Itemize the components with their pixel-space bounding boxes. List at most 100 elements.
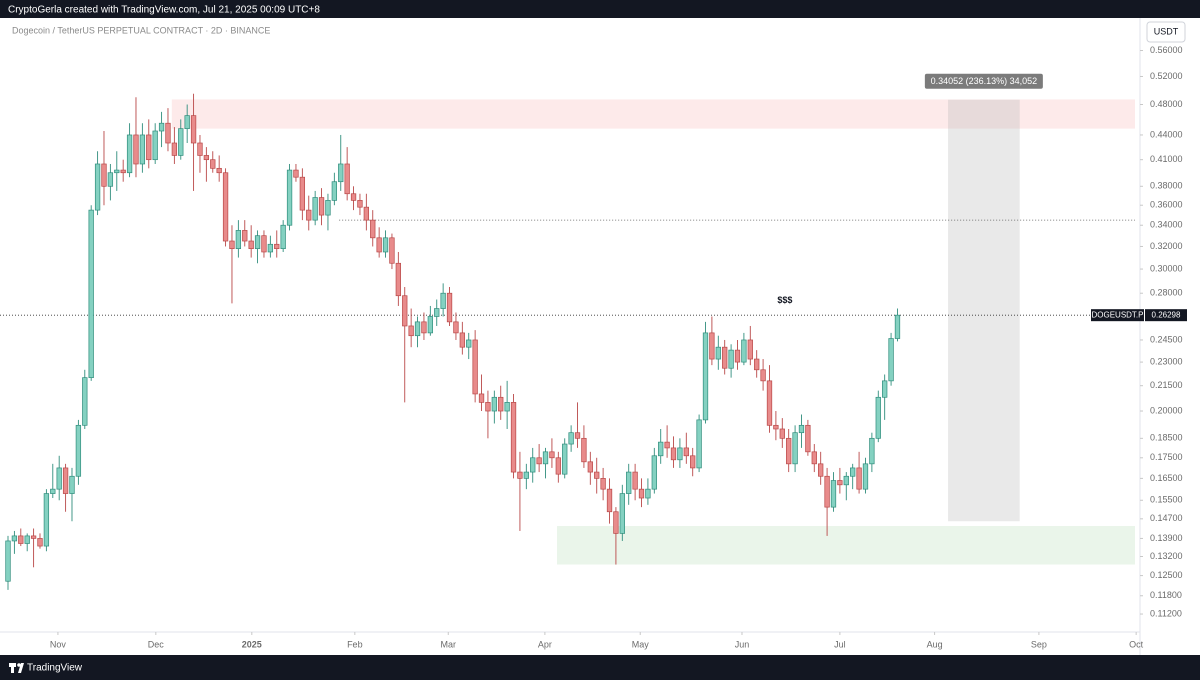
candle-body — [11, 535, 18, 542]
annotation: $$$ — [777, 295, 792, 305]
candle-body — [43, 493, 50, 547]
demand-zone — [557, 526, 1135, 565]
y-tick-label: 0.24500 — [1150, 334, 1183, 344]
x-tick-label: May — [632, 639, 650, 649]
candle-body — [811, 451, 817, 465]
candle-body — [594, 471, 600, 479]
candle-body — [894, 314, 901, 339]
last-price-box — [1145, 309, 1187, 322]
plot: 0.34052 (236.13%) 34,052 $$$ — [0, 73, 1140, 590]
candle-body — [5, 540, 11, 582]
candle-body — [862, 463, 869, 490]
candle-body — [120, 169, 126, 174]
y-tick-label: 0.44000 — [1150, 129, 1183, 139]
candle-body — [792, 432, 798, 465]
candle-body — [82, 377, 88, 426]
candle-body — [357, 200, 363, 208]
footer-brand: TradingView — [27, 663, 83, 674]
bottom-bar — [0, 655, 1200, 680]
candle-body — [818, 463, 824, 477]
y-tick-label: 0.34000 — [1150, 220, 1183, 230]
top-bar — [0, 0, 1200, 18]
y-tick-label: 0.48000 — [1150, 99, 1183, 109]
x-tick-label: Feb — [347, 639, 363, 649]
x-tick-label: Apr — [538, 639, 552, 649]
x-tick-label: Aug — [927, 639, 943, 649]
candle-body — [606, 488, 613, 513]
candle-body — [510, 402, 517, 473]
candle-body — [632, 471, 638, 490]
measure-label-box — [924, 73, 1043, 89]
candle-body — [50, 488, 56, 494]
candle-body — [587, 461, 593, 473]
candle-body — [869, 437, 875, 465]
candle-body — [158, 122, 165, 132]
currency: USDT — [1154, 26, 1179, 36]
measure-box — [948, 99, 1020, 522]
candle-body — [306, 209, 312, 221]
y-tick-label: 0.56000 — [1150, 45, 1183, 55]
candle-body — [408, 325, 414, 337]
candle-body — [69, 475, 75, 494]
candle-body — [882, 380, 888, 398]
candle-body — [651, 455, 657, 490]
candle-body — [728, 349, 734, 369]
candle-body — [427, 316, 433, 334]
x-tick-label: Jun — [735, 639, 750, 649]
candle-body — [875, 396, 881, 439]
candle-body — [760, 369, 766, 382]
candle-body — [741, 339, 747, 363]
candle-body — [56, 467, 62, 490]
candle-body — [261, 235, 267, 253]
candle-body — [171, 142, 178, 156]
candle-body — [485, 402, 491, 412]
currency-box[interactable] — [1146, 21, 1186, 43]
candle-body — [798, 424, 805, 434]
credit: CryptoGerla created with TradingView.com… — [8, 5, 320, 16]
candle-body — [75, 424, 82, 477]
candle-body — [638, 488, 645, 499]
candle-body — [472, 339, 478, 395]
candle-body — [626, 471, 632, 494]
y-tick-label: 0.15500 — [1150, 495, 1183, 505]
y-tick-label: 0.30000 — [1150, 263, 1183, 273]
candle-body — [747, 339, 753, 360]
candle-body — [453, 321, 459, 334]
candle-body — [702, 332, 709, 421]
candle-body — [274, 243, 280, 250]
candle-body — [350, 193, 357, 201]
y-tick-label: 0.17500 — [1150, 452, 1183, 462]
candle-body — [178, 128, 184, 156]
candle-body — [805, 424, 811, 453]
candle-body — [222, 172, 229, 242]
candle-body — [856, 467, 862, 490]
candle-body — [402, 295, 408, 327]
symbol-label-box — [1091, 309, 1144, 322]
candle-body — [395, 262, 401, 297]
candle-body — [677, 447, 683, 461]
candle-body — [370, 219, 376, 239]
y-tick-label: 0.13900 — [1150, 533, 1183, 543]
candle-body — [523, 471, 529, 479]
candle-body — [325, 200, 331, 216]
y-tick-label: 0.16500 — [1150, 473, 1183, 483]
candle-body — [536, 457, 542, 465]
candle-body — [165, 122, 171, 144]
candle-body — [664, 441, 670, 449]
candle-body — [267, 243, 274, 253]
candle-body — [363, 206, 369, 221]
candle-body — [440, 292, 446, 309]
y-tick-label: 0.36000 — [1150, 200, 1183, 210]
y-tick-label: 0.32000 — [1150, 241, 1183, 251]
y-tick-label: 0.20000 — [1150, 405, 1183, 415]
candle-body — [504, 402, 510, 412]
candle-body — [152, 130, 158, 161]
candle-body — [722, 346, 728, 369]
candle-body — [216, 167, 222, 174]
last-price: 0.26298 — [1152, 310, 1181, 319]
y-tick-label: 0.11200 — [1150, 608, 1182, 618]
candle-body — [30, 535, 37, 539]
candle-body — [235, 230, 242, 250]
candle-body — [184, 115, 190, 129]
candle-body — [843, 475, 849, 486]
